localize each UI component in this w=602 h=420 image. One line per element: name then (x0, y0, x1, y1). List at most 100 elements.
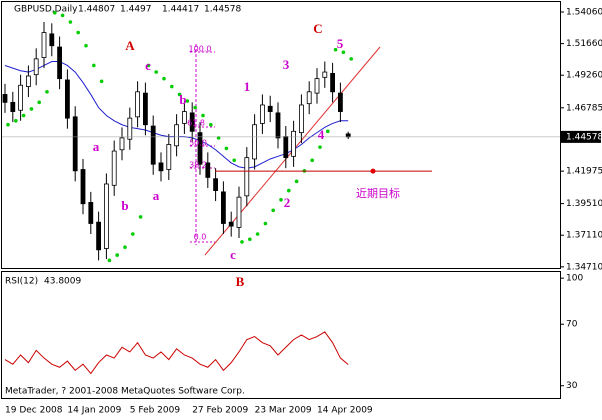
candle-body (259, 104, 265, 124)
annotation: 1 (244, 79, 251, 94)
sar-dot (14, 118, 18, 123)
sar-dot (53, 10, 57, 15)
annotation: 50.0 (189, 139, 207, 148)
x-tick-label: 14 Apr 2009 (317, 406, 373, 416)
sar-dot (326, 129, 330, 134)
header-open: 1.44807 (78, 5, 115, 15)
y-tick-label: 1.39510 (566, 199, 602, 209)
candle-body (181, 111, 187, 124)
sar-dot (177, 92, 182, 97)
annotation: A (125, 38, 135, 53)
candle-body (41, 32, 47, 58)
x-tick-label: 23 Mar 2009 (255, 406, 312, 416)
candle-body (135, 91, 141, 118)
candle-body (57, 46, 62, 80)
sar-dot (341, 50, 346, 55)
candle-body (142, 92, 148, 126)
sar-dot (37, 100, 41, 105)
candle-body (298, 104, 304, 134)
candle-body (33, 58, 39, 76)
sar-dot (232, 158, 236, 163)
candle-body (166, 144, 172, 170)
sar-dot (60, 13, 65, 18)
sar-dot (193, 105, 197, 110)
y-tick-label: 1.41975 (566, 167, 602, 177)
candle-body (111, 150, 117, 186)
y-tick-label: 100 (566, 274, 583, 284)
sar-dot (271, 208, 276, 213)
annotation: C (313, 21, 322, 36)
candle-body (275, 112, 281, 139)
y-tick-label: 1.34710 (566, 262, 602, 272)
x-tick-label: 14 Jan 2009 (67, 406, 121, 416)
price-box (561, 130, 601, 143)
candle-body (72, 116, 78, 172)
y-tick-label: 30 (566, 381, 578, 391)
copyright: MetaTrader, ? 2001-2008 MetaQuotes Softw… (5, 387, 245, 397)
sar-dot (294, 179, 299, 184)
candle-body (96, 221, 101, 251)
sar-dot (115, 253, 119, 257)
candle-body (119, 137, 125, 151)
x-tick-label: 27 Feb 2009 (192, 406, 248, 416)
rsi-panel (1, 271, 561, 399)
annotation: c (230, 247, 236, 262)
candle-body (244, 157, 250, 197)
sar-dot (154, 70, 158, 74)
candle-body (88, 202, 94, 224)
annotation: 38.2 (189, 161, 207, 170)
candle-body (267, 105, 273, 112)
annotation: b (179, 92, 186, 107)
annotation: 100.0 (189, 45, 212, 54)
x-tick-label: 5 Feb 2009 (130, 406, 181, 416)
sar-dot (84, 43, 88, 48)
sar-dot (68, 20, 73, 24)
sar-dot (279, 197, 283, 202)
sar-dot (349, 57, 354, 61)
candle-body (228, 221, 234, 227)
candle-body (65, 79, 70, 119)
sar-dot (21, 113, 26, 118)
y-tick-label: 1.51660 (566, 39, 602, 49)
price-panel (1, 1, 561, 269)
candle-body (104, 183, 109, 249)
y-tick-label: 70 (566, 320, 578, 330)
candle-body (252, 124, 258, 160)
sar-dot (76, 30, 80, 35)
current-price: 1.44578 (566, 132, 602, 142)
candle-body (345, 133, 351, 138)
sar-dot (123, 245, 127, 249)
candle-body (337, 92, 343, 112)
sar-dot (45, 90, 49, 94)
y-tick-label: 1.49260 (566, 71, 602, 81)
sar-dot (224, 146, 229, 151)
candle-body (127, 117, 133, 140)
sar-dot (240, 240, 244, 244)
candle-body (205, 162, 211, 178)
annotation: c (145, 58, 151, 73)
sar-dot (287, 188, 291, 193)
rsi-line (4, 331, 349, 375)
annotation: 近期目标 (356, 186, 400, 200)
sar-dot (107, 258, 112, 263)
candle-body (25, 75, 31, 87)
candle-body (283, 136, 289, 159)
chart-title: GBPUSD,Daily (14, 5, 78, 15)
header-low: 1.44417 (162, 5, 199, 15)
sar-dot (209, 122, 213, 127)
candle-body (330, 72, 336, 93)
sar-dot (170, 84, 174, 89)
sar-dot (92, 63, 96, 68)
candle-body (213, 178, 219, 191)
y-tick-label: 1.46785 (566, 103, 602, 113)
candle-body (80, 169, 86, 205)
sar-dot (255, 232, 260, 236)
sar-dot (263, 221, 268, 226)
candle-body (174, 124, 180, 147)
x-tick-label: 19 Dec 2008 (5, 406, 63, 416)
sar-dot (29, 107, 34, 111)
candle-body (306, 91, 312, 105)
candle-body (49, 33, 55, 47)
y-tick-label: 1.37110 (566, 231, 602, 241)
